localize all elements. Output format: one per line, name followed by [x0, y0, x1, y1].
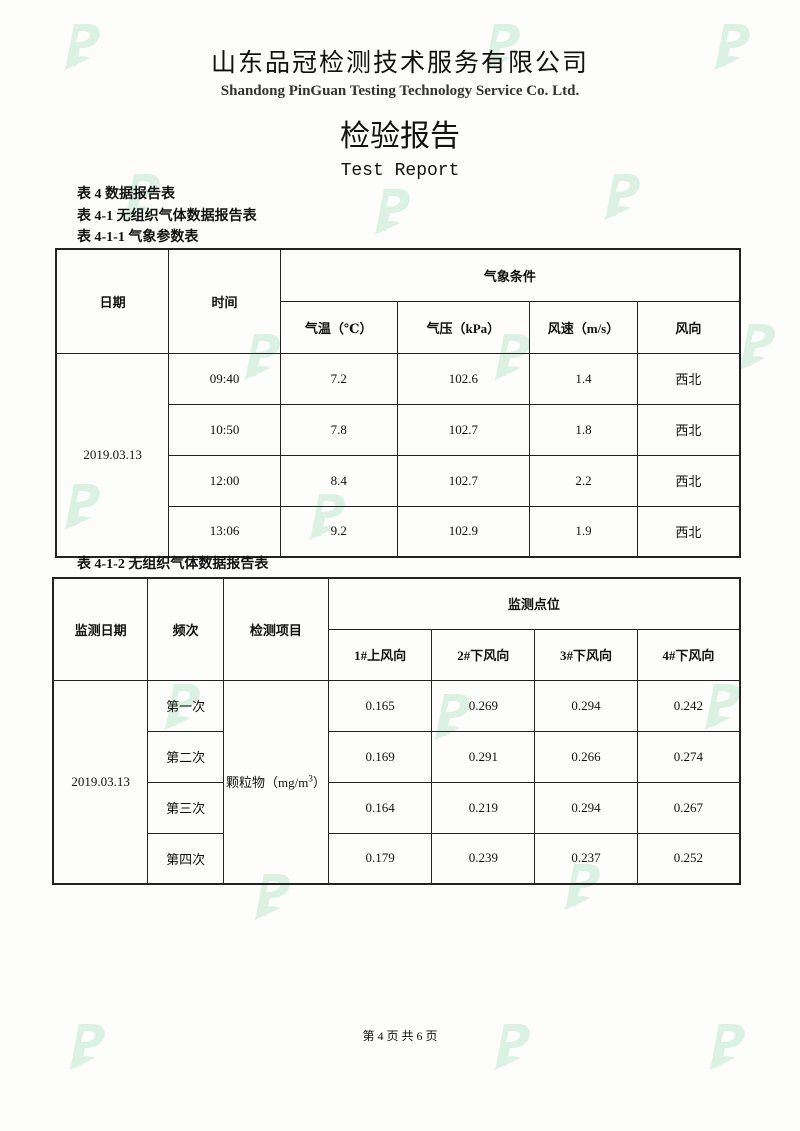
frequency-cell: 第三次 [147, 781, 225, 834]
header-points: 监测点位 [327, 577, 741, 630]
value-cell: 0.266 [534, 730, 638, 783]
temp-cell: 7.2 [279, 352, 398, 405]
table-row: 2019.03.13 第一次 颗粒物（mg/m3） 0.165 0.269 0.… [52, 679, 741, 885]
header-point-3: 3#下风向 [534, 628, 638, 681]
header-point-2: 2#下风向 [431, 628, 536, 681]
temp-cell: 7.8 [279, 403, 398, 456]
caption-table4-1-2: 表 4-1-2 无组织气体数据报告表 [77, 557, 269, 572]
pressure-cell: 102.7 [396, 403, 531, 456]
company-name-en: Shandong PinGuan Testing Technology Serv… [220, 83, 580, 99]
item-superscript: 3 [308, 773, 313, 784]
value-cell: 0.294 [534, 781, 638, 834]
watermark-logo-icon [739, 324, 775, 370]
date-cell: 2019.03.13 [55, 352, 170, 558]
value-cell: 0.169 [327, 730, 433, 783]
value-cell: 0.237 [534, 832, 638, 885]
item-label: 颗粒物（mg/m [226, 775, 309, 791]
header-date: 监测日期 [52, 577, 149, 681]
wind-dir-cell: 西北 [636, 403, 741, 456]
table-row: 第三次 0.164 0.219 0.294 0.267 [53, 781, 741, 834]
value-cell: 0.242 [636, 679, 741, 732]
time-cell: 12:00 [168, 454, 281, 507]
pressure-cell: 102.7 [396, 454, 531, 507]
value-cell: 0.165 [327, 679, 433, 732]
gas-data-table: 监测日期 频次 检测项目 监测点位 1#上风向 2#下风向 3#下风向 4#下风… [52, 577, 741, 885]
value-cell: 0.267 [636, 781, 741, 834]
report-title-cn: 检验报告 [340, 120, 460, 153]
date-cell: 2019.03.13 [52, 679, 149, 885]
header-frequency: 频次 [147, 577, 225, 681]
table-row: 12:00 8.4 102.7 2.2 西北 [56, 454, 741, 507]
header-time: 时间 [168, 248, 281, 354]
value-cell: 0.239 [431, 832, 536, 885]
table-row: 13:06 9.2 102.9 1.9 西北 [56, 505, 741, 558]
frequency-cell: 第二次 [147, 730, 225, 783]
value-cell: 0.164 [327, 781, 433, 834]
value-cell: 0.269 [431, 679, 536, 732]
header-point-4: 4#下风向 [636, 628, 741, 681]
page-number: 第 4 页 共 6 页 [362, 1029, 438, 1043]
pressure-cell: 102.6 [396, 352, 531, 405]
item-close: ） [312, 775, 326, 791]
header-point-1: 1#上风向 [327, 628, 433, 681]
header-temp: 气温（℃） [279, 300, 398, 354]
frequency-cell: 第一次 [147, 679, 225, 732]
header-date: 日期 [55, 248, 170, 354]
time-cell: 09:40 [168, 352, 281, 405]
table-row: 第二次 0.169 0.291 0.266 0.274 [53, 730, 741, 783]
header-wind-dir: 风向 [636, 300, 741, 354]
temp-cell: 8.4 [279, 454, 398, 507]
company-name-cn: 山东品冠检测技术服务有限公司 [210, 50, 589, 77]
value-cell: 0.219 [431, 781, 536, 834]
wind-dir-cell: 西北 [636, 505, 741, 558]
caption-table4-1: 表 4-1 无组织气体数据报告表 [77, 209, 257, 224]
header-pressure: 气压（kPa） [396, 300, 531, 354]
table-row: 10:50 7.8 102.7 1.8 西北 [56, 403, 741, 456]
header-item: 检测项目 [223, 577, 329, 681]
wind-dir-cell: 西北 [636, 454, 741, 507]
value-cell: 0.252 [636, 832, 741, 885]
value-cell: 0.179 [327, 832, 433, 885]
item-cell: 颗粒物（mg/m3） [223, 679, 329, 885]
wind-dir-cell: 西北 [636, 352, 741, 405]
header-conditions: 气象条件 [279, 248, 741, 302]
pressure-cell: 102.9 [396, 505, 531, 558]
time-cell: 10:50 [168, 403, 281, 456]
header-wind-speed: 风速（m/s） [529, 300, 638, 354]
wind-speed-cell: 1.8 [529, 403, 638, 456]
table-row: 第四次 0.179 0.239 0.237 0.252 [53, 832, 741, 885]
watermark-logo-icon [374, 189, 410, 235]
weather-table: 日期 时间 气象条件 气温（℃） 气压（kPa） 风速（m/s） 风向 2019… [55, 248, 741, 558]
wind-speed-cell: 2.2 [529, 454, 638, 507]
wind-speed-cell: 1.9 [529, 505, 638, 558]
value-cell: 0.274 [636, 730, 741, 783]
caption-table4: 表 4 数据报告表 [77, 187, 175, 202]
time-cell: 13:06 [168, 505, 281, 558]
value-cell: 0.291 [431, 730, 536, 783]
caption-table4-1-1: 表 4-1-1 气象参数表 [77, 230, 199, 245]
frequency-cell: 第四次 [147, 832, 225, 885]
table-row: 2019.03.13 09:40 7.2 102.6 1.4 西北 [55, 352, 741, 558]
value-cell: 0.294 [534, 679, 638, 732]
report-title-en: Test Report [340, 161, 460, 181]
temp-cell: 9.2 [279, 505, 398, 558]
wind-speed-cell: 1.4 [529, 352, 638, 405]
